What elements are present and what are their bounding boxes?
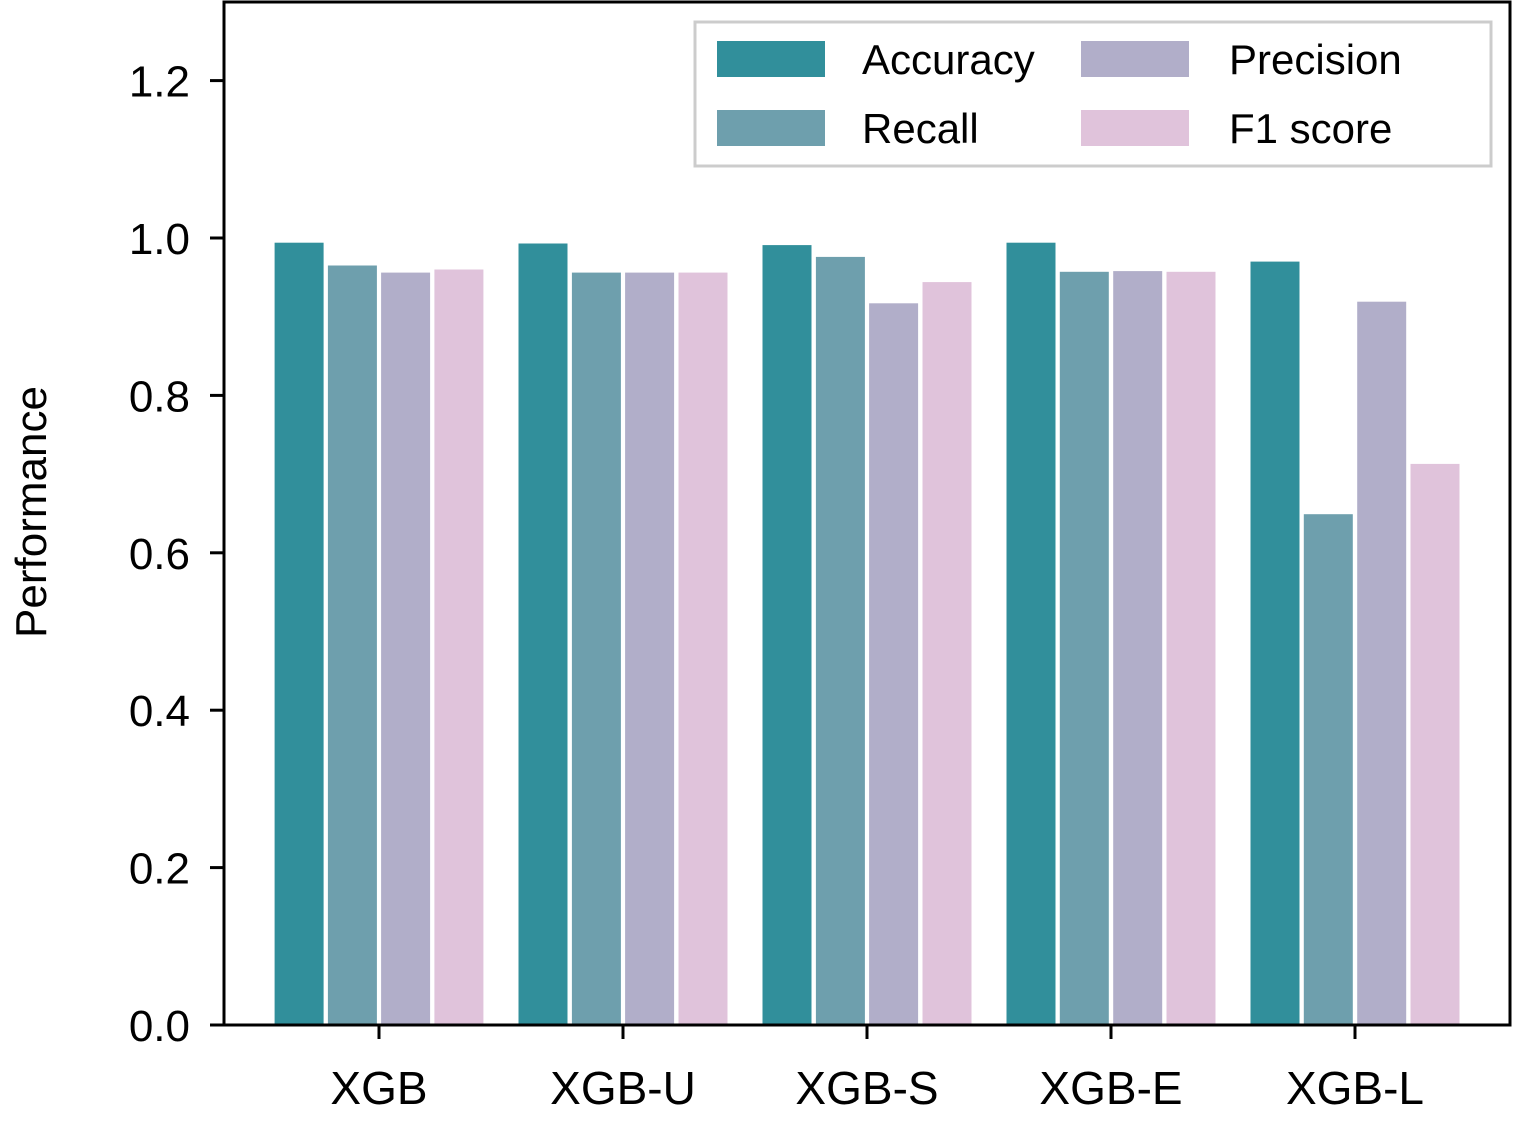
bar-f1-score-xgb-s — [922, 282, 972, 1026]
bar-f1-score-xgb-u — [678, 272, 728, 1026]
bar-recall-xgb-s — [815, 256, 865, 1025]
bar-recall-xgb-l — [1303, 514, 1353, 1025]
x-axis: XGB XGB-U XGB-S XGB-E XGB-L — [330, 1025, 1424, 1114]
bar-precision-xgb-u — [625, 272, 675, 1026]
y-tick-label: 0.0 — [129, 1002, 190, 1051]
bar-accuracy-xgb-u — [518, 243, 568, 1025]
x-tick-label: XGB-E — [1039, 1062, 1182, 1114]
legend-swatch-recall — [717, 110, 825, 146]
bar-f1-score-xgb-e — [1166, 271, 1216, 1025]
legend-swatch-f1-score — [1081, 110, 1189, 146]
legend-items: Accuracy Recall Precision F1 score — [717, 36, 1402, 152]
bar-accuracy-xgb-l — [1250, 261, 1300, 1026]
legend-swatch-accuracy — [717, 41, 825, 77]
legend-label-recall: Recall — [862, 105, 979, 152]
bar-accuracy-xgb-e — [1006, 242, 1056, 1025]
y-tick-label: 0.2 — [129, 845, 190, 894]
bars-layer — [274, 242, 1460, 1026]
bar-f1-score-xgb — [434, 269, 484, 1025]
x-tick-label: XGB-U — [550, 1062, 696, 1114]
y-tick-label: 1.2 — [129, 58, 190, 107]
y-tick-label: 0.6 — [129, 530, 190, 579]
bar-precision-xgb-s — [869, 303, 919, 1025]
bar-f1-score-xgb-l — [1410, 463, 1460, 1025]
bar-recall-xgb-u — [571, 272, 621, 1026]
bar-precision-xgb — [381, 272, 431, 1026]
bar-recall-xgb-e — [1059, 271, 1109, 1025]
y-tick-label: 0.4 — [129, 687, 190, 736]
legend-label-precision: Precision — [1229, 36, 1402, 83]
bar-precision-xgb-e — [1113, 271, 1163, 1026]
bar-recall-xgb — [327, 265, 377, 1025]
bar-accuracy-xgb-s — [762, 245, 812, 1026]
bar-accuracy-xgb — [274, 242, 324, 1025]
y-axis: 0.0 0.2 0.4 0.6 0.8 1.0 1.2 — [129, 58, 224, 1051]
legend-label-accuracy: Accuracy — [862, 36, 1035, 83]
bar-precision-xgb-l — [1357, 301, 1407, 1025]
x-tick-label: XGB — [330, 1062, 427, 1114]
x-tick-label: XGB-S — [795, 1062, 938, 1114]
y-tick-label: 1.0 — [129, 215, 190, 264]
legend-swatch-precision — [1081, 41, 1189, 77]
legend: Accuracy Recall Precision F1 score — [693, 20, 1493, 168]
y-tick-label: 0.8 — [129, 372, 190, 421]
y-axis-label: Performance — [7, 386, 56, 638]
legend-label-f1-score: F1 score — [1229, 105, 1392, 152]
x-tick-label: XGB-L — [1286, 1062, 1424, 1114]
